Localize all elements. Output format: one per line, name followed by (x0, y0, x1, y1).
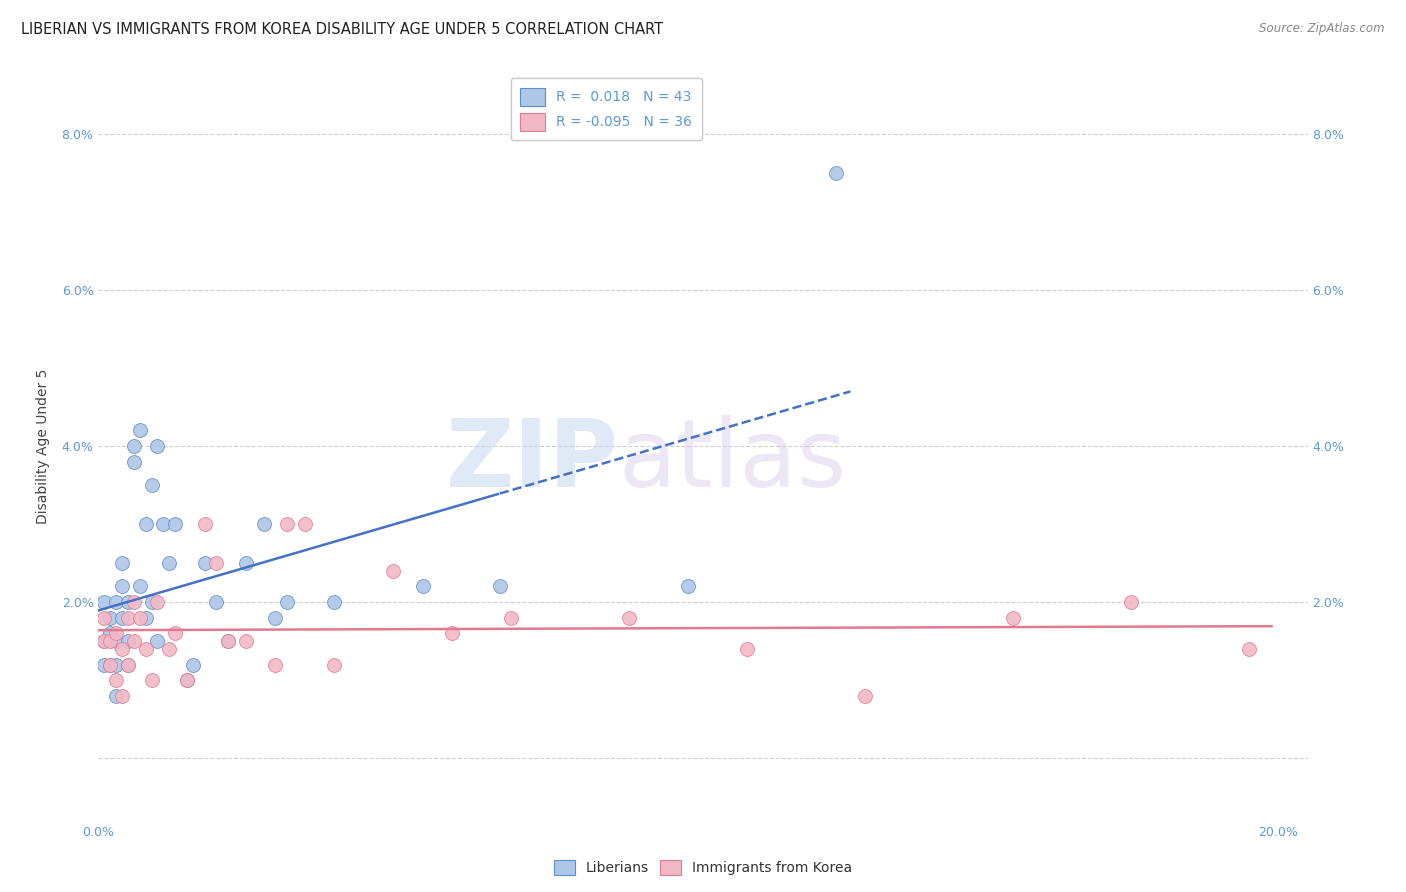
Point (93, 634, 115, 648)
Point (122, 455, 145, 469)
Point (105, 657, 128, 672)
Point (1001, 611, 1024, 625)
Point (141, 673, 163, 688)
Point (111, 642, 134, 657)
Text: LIBERIAN VS IMMIGRANTS FROM KOREA DISABILITY AGE UNDER 5 CORRELATION CHART: LIBERIAN VS IMMIGRANTS FROM KOREA DISABI… (21, 22, 664, 37)
Point (141, 595, 163, 609)
Point (276, 595, 298, 609)
Point (252, 517, 274, 532)
Point (235, 634, 257, 648)
Point (853, 689, 876, 703)
Point (205, 556, 228, 570)
Point (111, 556, 134, 570)
Point (488, 580, 510, 594)
Point (122, 439, 145, 453)
Point (141, 478, 163, 492)
Point (98, 626, 121, 640)
Point (501, 611, 523, 625)
Point (264, 611, 287, 625)
Point (176, 673, 198, 688)
Legend: Liberians, Immigrants from Korea: Liberians, Immigrants from Korea (548, 855, 858, 880)
Y-axis label: Disability Age Under 5: Disability Age Under 5 (37, 368, 51, 524)
Point (152, 517, 174, 532)
Point (276, 517, 298, 532)
Point (117, 595, 139, 609)
Point (111, 611, 134, 625)
Point (165, 517, 187, 532)
Point (194, 517, 217, 532)
Text: Source: ZipAtlas.com: Source: ZipAtlas.com (1260, 22, 1385, 36)
Point (128, 580, 150, 594)
Point (235, 556, 257, 570)
Point (146, 634, 169, 648)
Point (98, 611, 121, 625)
Text: atlas: atlas (619, 415, 846, 507)
Point (1119, 595, 1142, 609)
Point (122, 634, 145, 648)
Point (135, 642, 157, 657)
Point (98, 657, 121, 672)
Point (194, 556, 217, 570)
Point (217, 634, 239, 648)
Point (93, 611, 115, 625)
Point (146, 595, 169, 609)
Point (264, 657, 287, 672)
Point (323, 595, 346, 609)
Point (93, 595, 115, 609)
Point (128, 424, 150, 438)
Point (135, 611, 157, 625)
Point (111, 580, 134, 594)
Point (181, 657, 204, 672)
Point (176, 673, 198, 688)
Point (165, 626, 187, 640)
Point (157, 556, 180, 570)
Text: ZIP: ZIP (446, 415, 619, 507)
Point (128, 611, 150, 625)
Point (824, 166, 846, 180)
Point (294, 517, 316, 532)
Point (619, 611, 641, 625)
Point (93, 657, 115, 672)
Point (146, 439, 169, 453)
Point (105, 626, 128, 640)
Point (117, 657, 139, 672)
Point (105, 689, 128, 703)
Point (122, 595, 145, 609)
Point (117, 657, 139, 672)
Legend: R =  0.018   N = 43, R = -0.095   N = 36: R = 0.018 N = 43, R = -0.095 N = 36 (510, 78, 702, 140)
Point (105, 634, 128, 648)
Point (441, 626, 464, 640)
Point (105, 673, 128, 688)
Point (117, 634, 139, 648)
Point (382, 564, 405, 578)
Point (98, 634, 121, 648)
Point (412, 580, 434, 594)
Point (93, 634, 115, 648)
Point (205, 595, 228, 609)
Point (217, 634, 239, 648)
Point (105, 595, 128, 609)
Point (1237, 642, 1260, 657)
Point (98, 657, 121, 672)
Point (111, 689, 134, 703)
Point (117, 611, 139, 625)
Point (135, 517, 157, 532)
Point (157, 642, 180, 657)
Point (323, 657, 346, 672)
Point (735, 642, 758, 657)
Point (678, 580, 700, 594)
